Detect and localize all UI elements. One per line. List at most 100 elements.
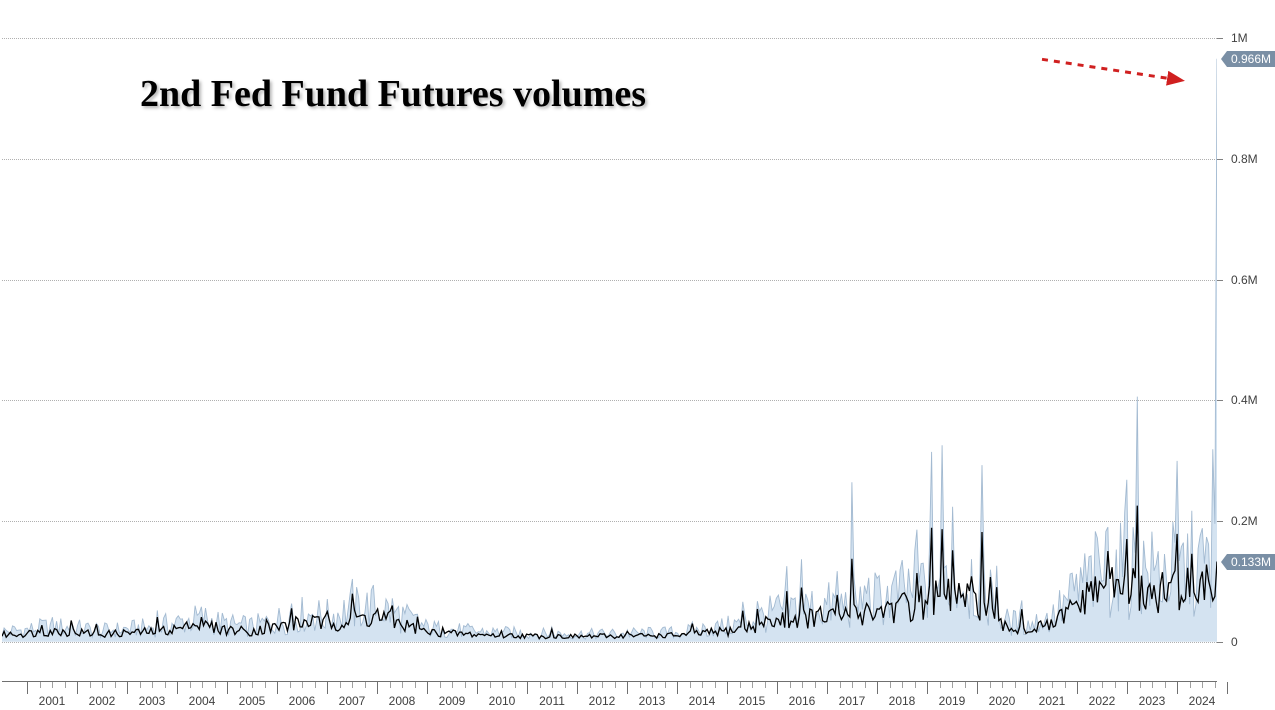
series-dark-line [2,506,1217,639]
x-tick-minor [752,682,753,688]
x-tick [127,682,128,694]
x-tick-label: 2017 [839,694,866,708]
x-tick-minor [152,682,153,688]
x-tick-minor [1215,682,1216,688]
value-badge: 0.966M [1227,51,1275,67]
x-tick-minor [690,682,691,688]
x-tick-minor [490,682,491,688]
x-tick-minor [702,682,703,688]
x-tick-minor [202,682,203,688]
x-tick [1177,682,1178,694]
x-tick-label: 2020 [989,694,1016,708]
x-axis: 2001200220032004200520062007200820092010… [2,681,1217,709]
x-tick-minor [1002,682,1003,688]
x-tick-label: 2002 [89,694,116,708]
y-tick-label: 0.8M [1231,152,1258,166]
x-tick-label: 2001 [39,694,66,708]
x-tick-minor [902,682,903,688]
x-tick-minor [540,682,541,688]
x-tick [477,682,478,694]
x-tick-label: 2005 [239,694,266,708]
x-tick-minor [415,682,416,688]
x-tick [627,682,628,694]
x-tick-minor [115,682,116,688]
x-tick-label: 2012 [589,694,616,708]
x-tick-minor [990,682,991,688]
x-tick-label: 2022 [1089,694,1116,708]
x-tick-label: 2007 [339,694,366,708]
x-tick-label: 2013 [639,694,666,708]
x-tick-minor [615,682,616,688]
x-tick [927,682,928,694]
x-tick-minor [140,682,141,688]
y-tick-mark [1217,38,1223,39]
x-tick-minor [552,682,553,688]
x-tick [727,682,728,694]
x-tick-minor [452,682,453,688]
x-tick [877,682,878,694]
y-tick-label: 1M [1231,31,1248,45]
x-tick-minor [890,682,891,688]
x-tick-minor [440,682,441,688]
x-tick [677,682,678,694]
x-tick-minor [1102,682,1103,688]
x-tick [1077,682,1078,694]
y-tick-label: 0 [1231,635,1238,649]
x-tick-minor [665,682,666,688]
x-tick [377,682,378,694]
x-tick-minor [65,682,66,688]
x-tick-minor [790,682,791,688]
chart-title: 2nd Fed Fund Futures volumes [140,72,646,116]
x-tick-label: 2015 [739,694,766,708]
x-tick [577,682,578,694]
x-tick-minor [290,682,291,688]
y-tick-mark [1217,159,1223,160]
x-tick [327,682,328,694]
x-tick-minor [502,682,503,688]
x-tick-minor [715,682,716,688]
x-tick [77,682,78,694]
x-tick-label: 2016 [789,694,816,708]
x-tick-minor [340,682,341,688]
x-tick-minor [390,682,391,688]
x-tick-minor [865,682,866,688]
y-tick-label: 0.2M [1231,514,1258,528]
x-tick-minor [515,682,516,688]
x-tick-minor [1040,682,1041,688]
x-tick-minor [740,682,741,688]
x-tick-label: 2011 [539,694,565,708]
x-tick-minor [940,682,941,688]
x-tick-minor [402,682,403,688]
x-tick-minor [952,682,953,688]
x-tick-minor [815,682,816,688]
x-tick-label: 2023 [1139,694,1166,708]
x-tick-label: 2009 [439,694,466,708]
x-tick-label: 2003 [139,694,166,708]
x-tick-minor [465,682,466,688]
x-tick [427,682,428,694]
x-tick-minor [1115,682,1116,688]
x-tick-minor [802,682,803,688]
x-tick-minor [602,682,603,688]
x-tick [177,682,178,694]
x-tick-minor [265,682,266,688]
x-tick-minor [1202,682,1203,688]
x-tick-minor [240,682,241,688]
x-tick-minor [1140,682,1141,688]
x-tick-minor [190,682,191,688]
x-tick [1227,682,1228,694]
y-tick-mark [1217,400,1223,401]
x-tick-minor [590,682,591,688]
x-tick-minor [215,682,216,688]
x-tick-minor [252,682,253,688]
x-tick-minor [565,682,566,688]
x-tick-label: 2008 [389,694,416,708]
x-tick [277,682,278,694]
x-tick-minor [652,682,653,688]
x-tick-minor [1190,682,1191,688]
x-tick-label: 2019 [939,694,966,708]
x-tick-minor [1165,682,1166,688]
x-tick-label: 2024 [1189,694,1216,708]
x-tick-minor [52,682,53,688]
x-tick [527,682,528,694]
